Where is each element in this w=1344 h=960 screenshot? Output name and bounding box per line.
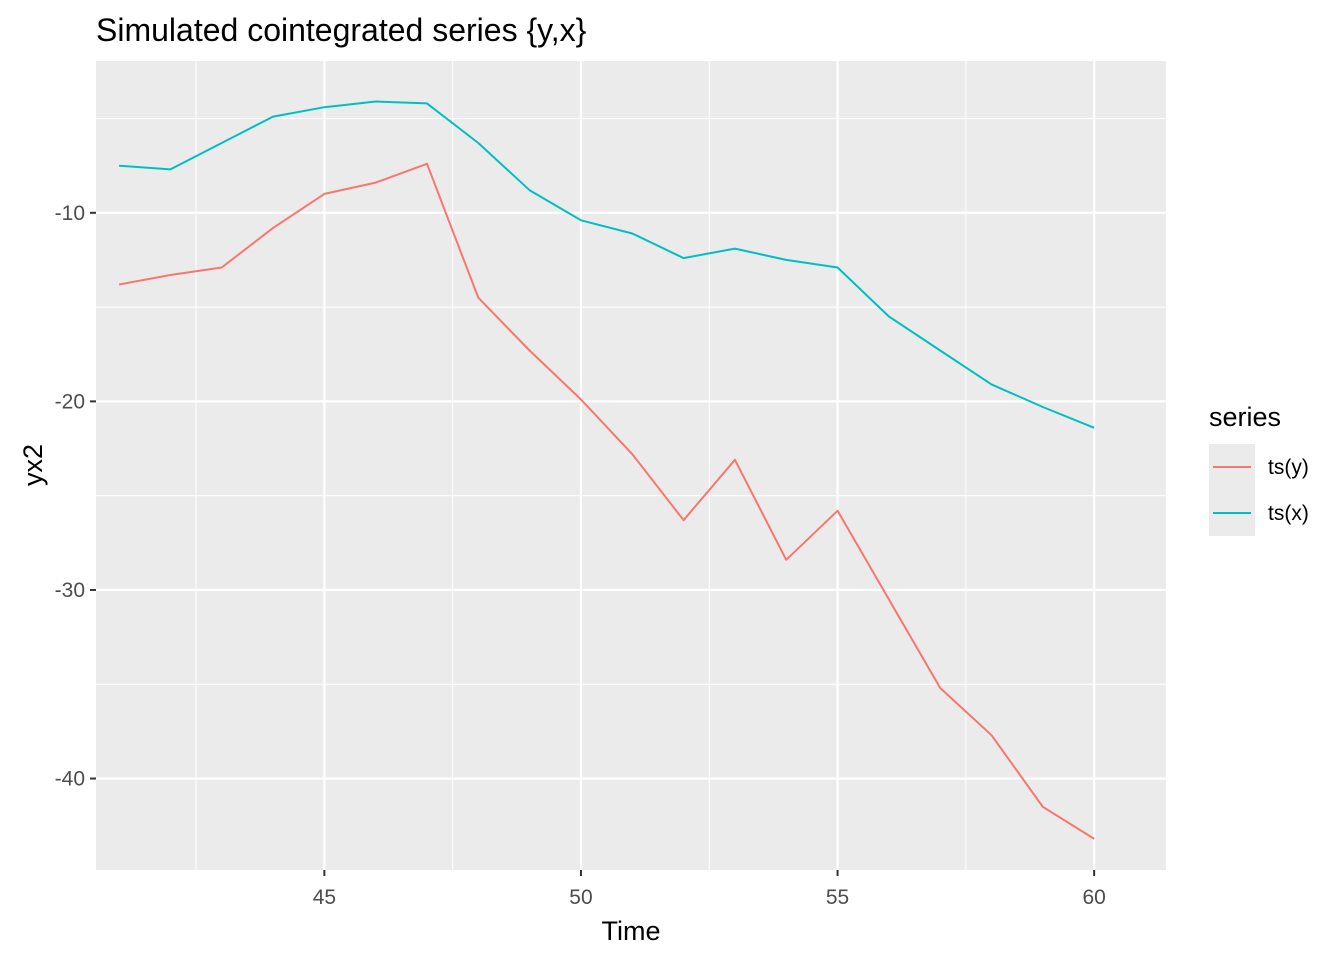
series-lines bbox=[118, 100, 1095, 840]
chart-title: Simulated cointegrated series {y,x} bbox=[96, 12, 587, 48]
y-tick-label: -30 bbox=[55, 579, 85, 602]
x-axis-ticks: 45 50 55 60 bbox=[313, 870, 1106, 909]
y-tick-label: -10 bbox=[55, 202, 85, 225]
legend-title: series bbox=[1209, 402, 1281, 432]
y-tick-label: -20 bbox=[55, 390, 85, 413]
grid-minor bbox=[96, 61, 1166, 870]
series-line-ts-y bbox=[118, 162, 1095, 840]
x-tick-label: 60 bbox=[1082, 886, 1105, 909]
y-tick-label: -40 bbox=[55, 768, 85, 791]
x-axis-title: Time bbox=[602, 916, 661, 946]
legend-label: ts(y) bbox=[1268, 456, 1309, 479]
legend-items: ts(y) ts(x) bbox=[1209, 444, 1309, 536]
series-line-ts-x bbox=[119, 100, 1095, 429]
x-tick-label: 45 bbox=[313, 886, 336, 909]
grid-major bbox=[96, 61, 1166, 870]
legend: series ts(y) ts(x) bbox=[1209, 402, 1309, 536]
x-tick-label: 50 bbox=[569, 886, 592, 909]
x-tick-label: 55 bbox=[826, 886, 849, 909]
y-axis-ticks: -10 -20 -30 -40 bbox=[55, 202, 96, 791]
plot-panel bbox=[96, 61, 1166, 870]
y-axis-title: yx2 bbox=[18, 444, 48, 486]
legend-label: ts(x) bbox=[1268, 502, 1309, 525]
